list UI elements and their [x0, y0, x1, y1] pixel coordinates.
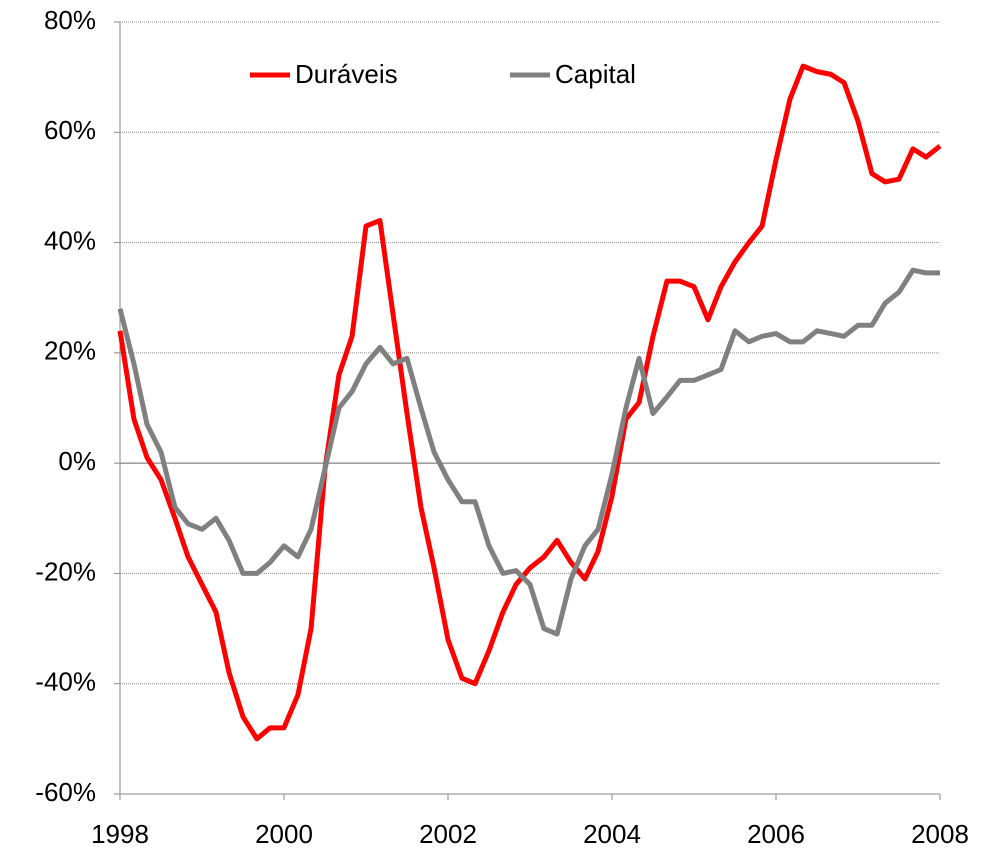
- y-tick-label: 40%: [44, 225, 96, 255]
- x-tick-label: 2000: [255, 819, 313, 849]
- x-tick-label: 2004: [583, 819, 641, 849]
- series-line: [117, 267, 940, 637]
- x-tick-label: 1998: [91, 819, 149, 849]
- x-tick-label: 2006: [747, 819, 805, 849]
- y-tick-label: 80%: [44, 5, 96, 35]
- legend-label: Capital: [555, 59, 636, 89]
- series-line: [117, 63, 942, 742]
- y-tick-label: -60%: [35, 777, 96, 807]
- x-tick-label: 2008: [911, 819, 969, 849]
- y-tick-label: 20%: [44, 336, 96, 366]
- y-tick-label: 0%: [58, 446, 96, 476]
- y-tick-label: -20%: [35, 556, 96, 586]
- y-tick-label: 60%: [44, 115, 96, 145]
- x-tick-label: 2002: [419, 819, 477, 849]
- y-tick-label: -40%: [35, 667, 96, 697]
- legend-label: Duráveis: [295, 59, 398, 89]
